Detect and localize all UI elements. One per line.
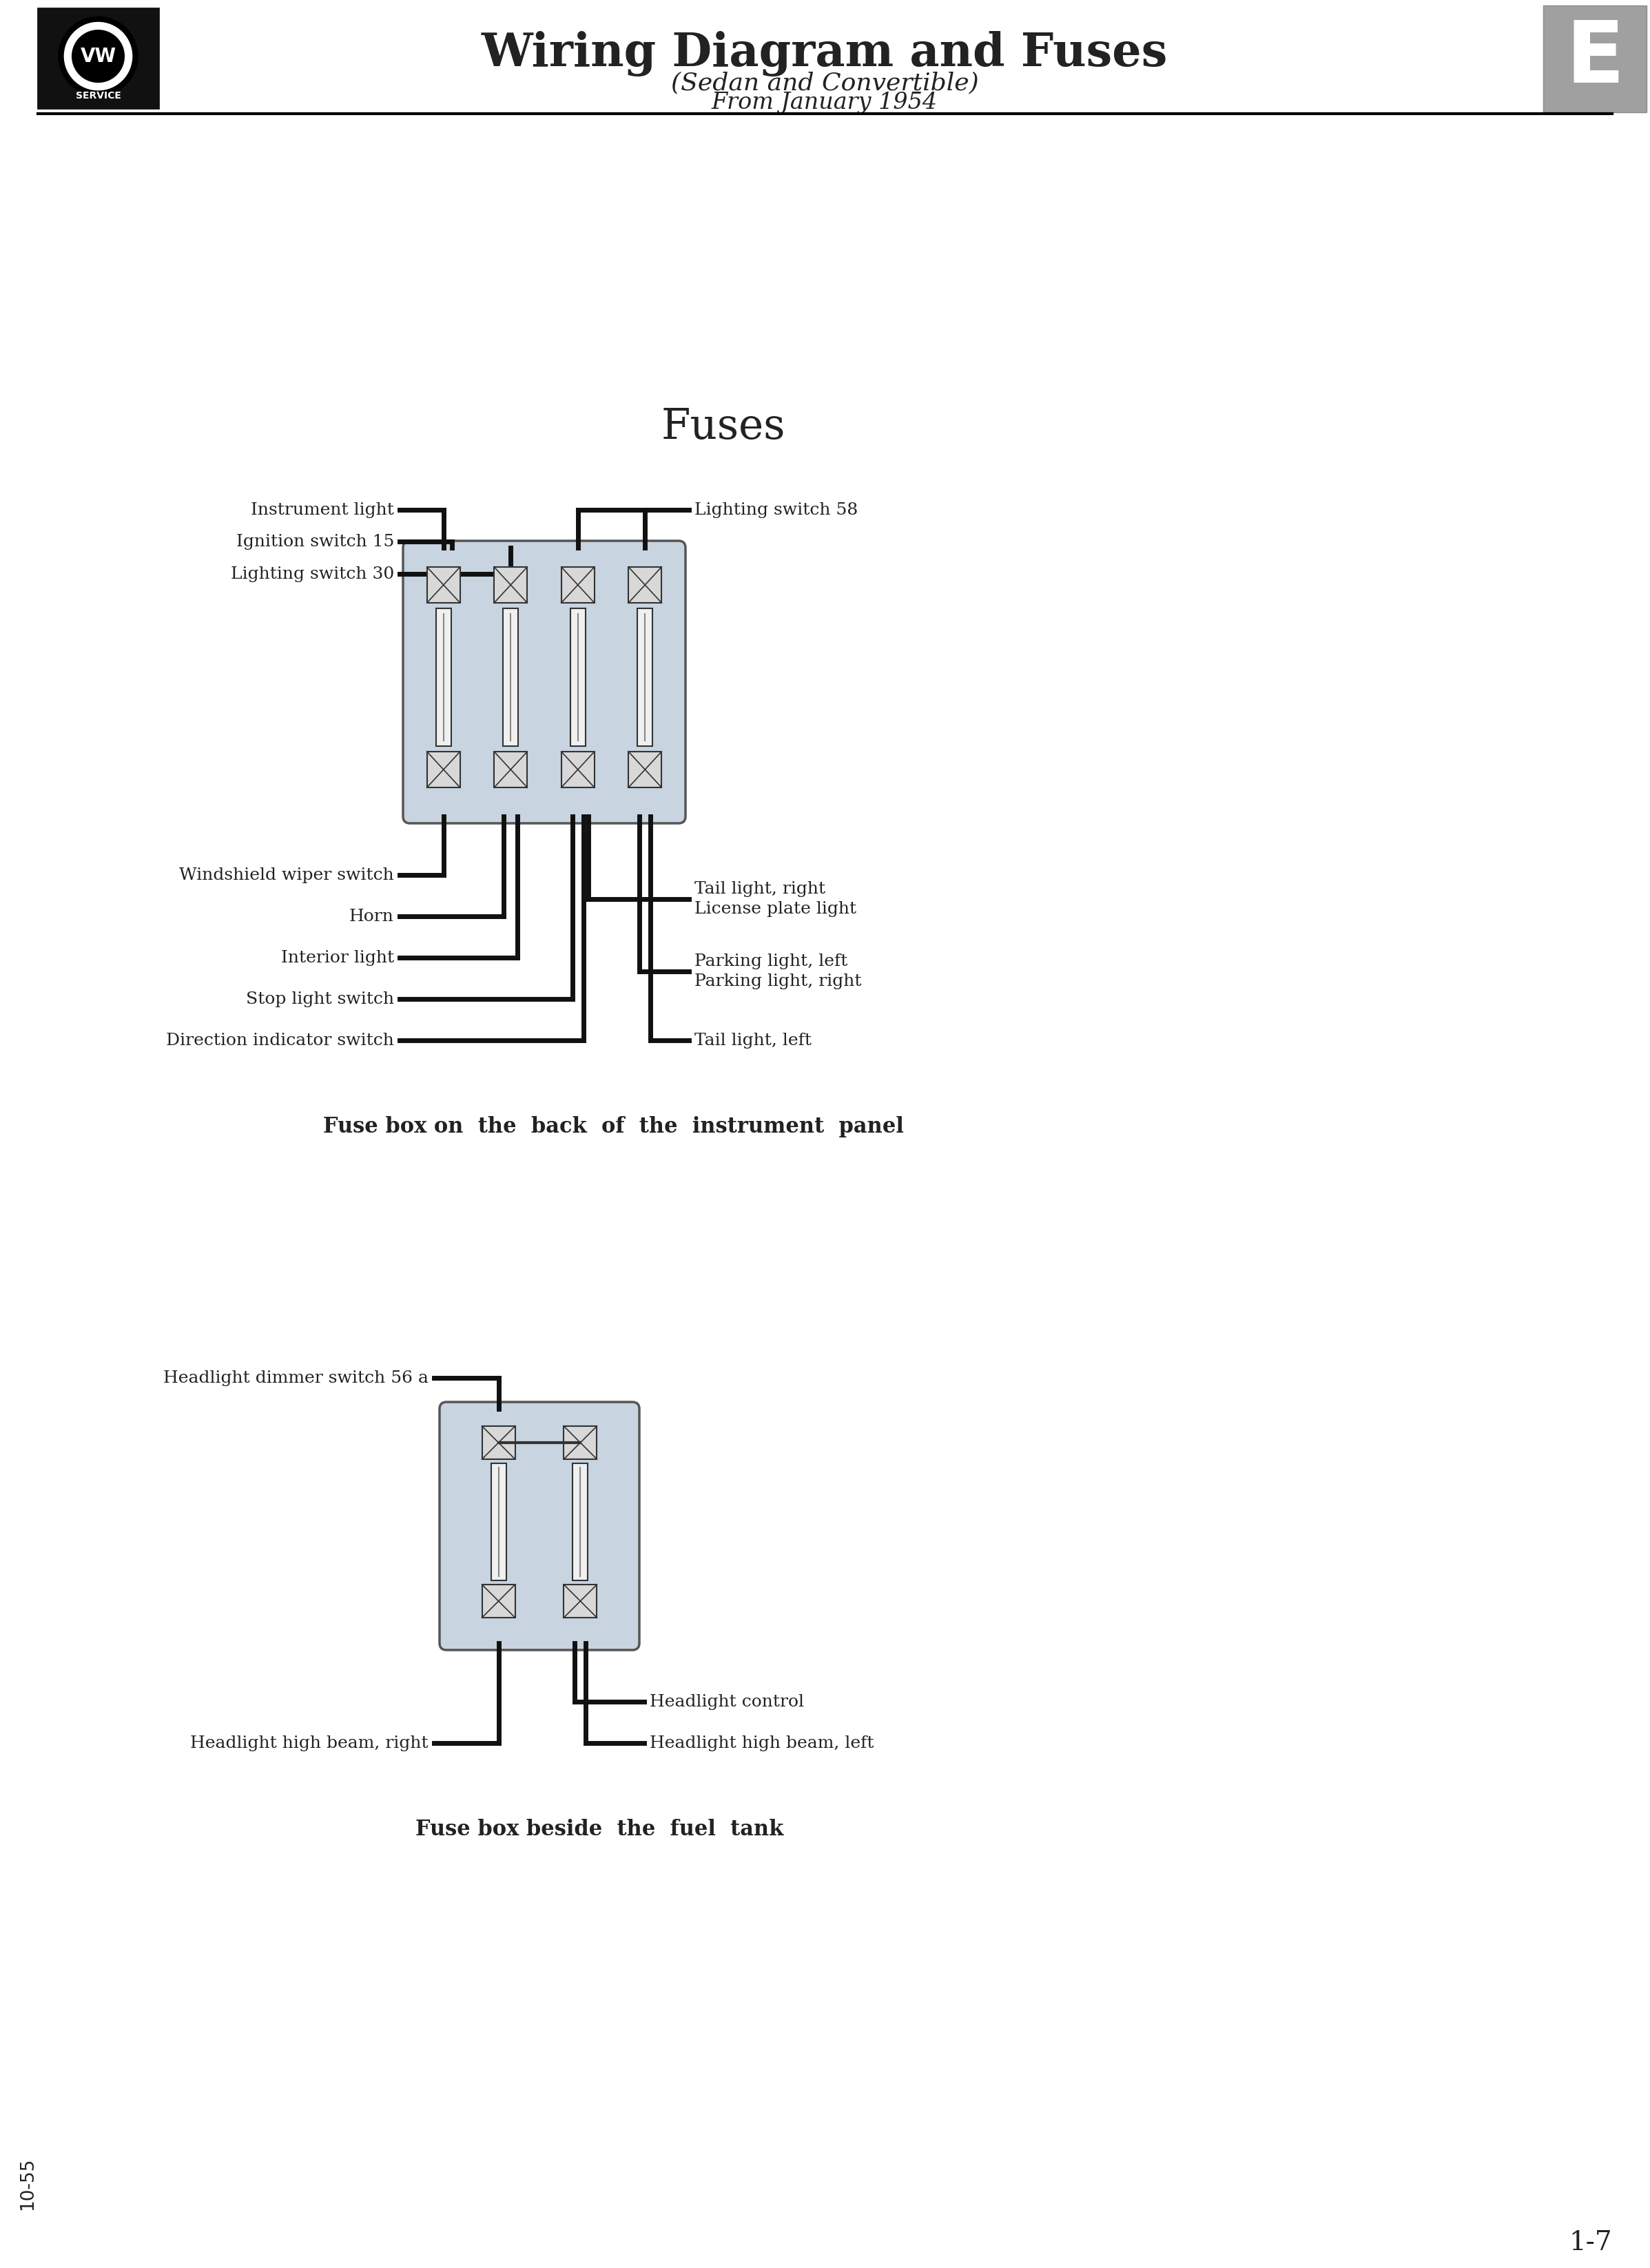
Text: SERVICE: SERVICE	[76, 91, 120, 100]
Text: From January 1954: From January 1954	[711, 91, 937, 113]
Text: Fuse box on  the  back  of  the  instrument  panel: Fuse box on the back of the instrument p…	[323, 1116, 904, 1139]
Bar	[573, 1463, 587, 1581]
Text: Stop light switch: Stop light switch	[246, 991, 394, 1007]
Text: Fuses: Fuses	[662, 406, 785, 447]
Bar	[427, 751, 460, 787]
Bar	[564, 1427, 597, 1458]
Bar	[503, 608, 518, 746]
Text: Headlight high beam, right: Headlight high beam, right	[190, 1735, 429, 1751]
Bar	[436, 608, 450, 746]
Text: Interior light: Interior light	[281, 950, 394, 966]
Text: Ignition switch 15: Ignition switch 15	[236, 533, 394, 549]
Bar	[492, 1463, 507, 1581]
Text: Fuse box beside  the  fuel  tank: Fuse box beside the fuel tank	[416, 1819, 784, 1839]
Text: 10-55: 10-55	[18, 2157, 36, 2211]
Text: Headlight dimmer switch 56 a: Headlight dimmer switch 56 a	[163, 1370, 429, 1386]
Bar	[629, 751, 662, 787]
Bar	[1543, 5, 1647, 113]
Text: Parking light, left
Parking light, right: Parking light, left Parking light, right	[695, 955, 861, 989]
FancyBboxPatch shape	[439, 1402, 639, 1651]
Text: Horn: Horn	[350, 909, 394, 925]
Bar	[571, 608, 586, 746]
Text: Headlight high beam, left: Headlight high beam, left	[650, 1735, 874, 1751]
Text: (Sedan and Convertible): (Sedan and Convertible)	[672, 70, 978, 95]
Text: Lighting switch 30: Lighting switch 30	[231, 567, 394, 583]
Text: E: E	[1566, 18, 1624, 100]
Bar	[637, 608, 653, 746]
Text: VW: VW	[81, 48, 116, 66]
Bar	[38, 9, 158, 109]
Text: Windshield wiper switch: Windshield wiper switch	[180, 866, 394, 882]
Text: Wiring Diagram and Fuses: Wiring Diagram and Fuses	[482, 32, 1168, 77]
Text: Tail light, right
License plate light: Tail light, right License plate light	[695, 882, 856, 916]
Bar	[564, 1585, 597, 1617]
Text: Direction indicator switch: Direction indicator switch	[167, 1032, 394, 1048]
Bar	[629, 567, 662, 603]
Text: Instrument light: Instrument light	[251, 501, 394, 517]
Text: 1-7: 1-7	[1569, 2229, 1612, 2254]
Text: Tail light, left: Tail light, left	[695, 1032, 812, 1048]
Circle shape	[69, 27, 127, 86]
Bar	[493, 567, 528, 603]
Bar	[561, 567, 594, 603]
FancyBboxPatch shape	[403, 540, 685, 823]
Bar	[493, 751, 528, 787]
Circle shape	[61, 18, 135, 93]
Bar	[482, 1427, 515, 1458]
Bar	[561, 751, 594, 787]
Bar	[482, 1585, 515, 1617]
Bar	[427, 567, 460, 603]
Text: Headlight control: Headlight control	[650, 1694, 804, 1710]
Text: Lighting switch 58: Lighting switch 58	[695, 501, 858, 517]
